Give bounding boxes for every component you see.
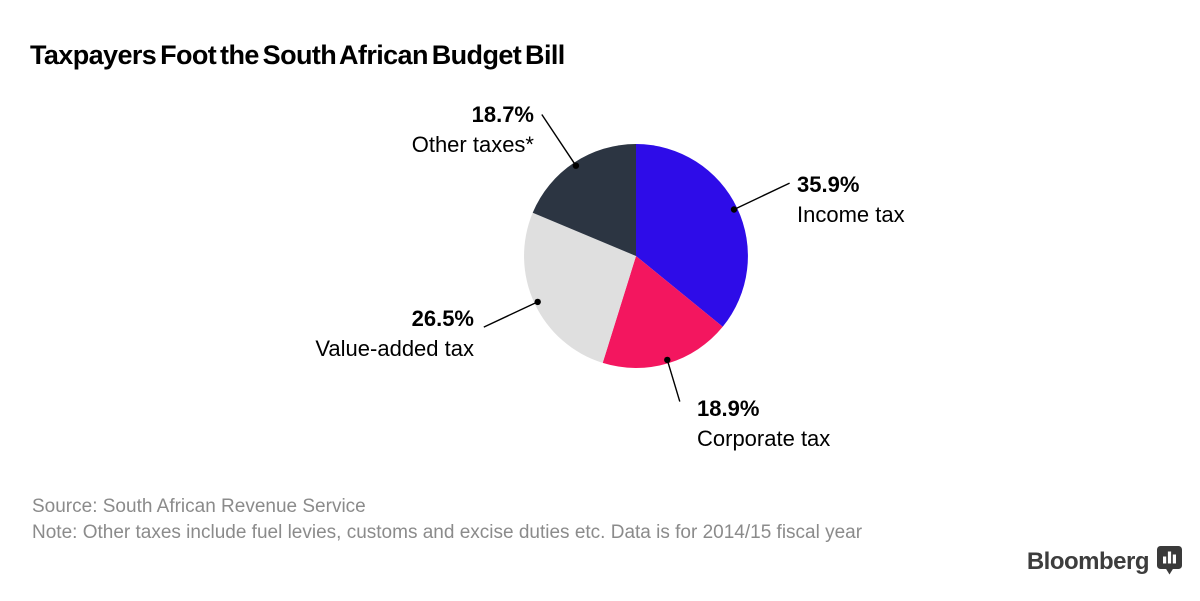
leader-dot-1 (664, 356, 671, 364)
bloomberg-wordmark: Bloomberg (1026, 547, 1150, 575)
source-line: Source: South African Revenue Service (32, 496, 366, 517)
leader-line-1 (666, 359, 681, 402)
leader-line-0 (733, 182, 790, 211)
pie-slice-0 (636, 144, 748, 327)
bloomberg-logo: Bloomberg (1027, 546, 1182, 577)
note-line: Note: Other taxes include fuel levies, c… (32, 522, 863, 543)
pie-slice-2 (524, 212, 636, 363)
chart-footer: Source: South African Revenue Service No… (32, 494, 977, 546)
leader-dot-0 (730, 206, 738, 213)
pie-slice-1 (602, 256, 723, 368)
bar-chart-speech-bubble-icon (1157, 546, 1182, 575)
chart-title: Taxpayers Foot the South African Budget … (30, 40, 565, 70)
leader-dot-2 (534, 298, 541, 306)
pie-slice-3 (532, 144, 636, 256)
leader-line-3 (541, 114, 577, 167)
leader-dot-3 (572, 162, 580, 169)
leader-line-2 (483, 301, 538, 328)
